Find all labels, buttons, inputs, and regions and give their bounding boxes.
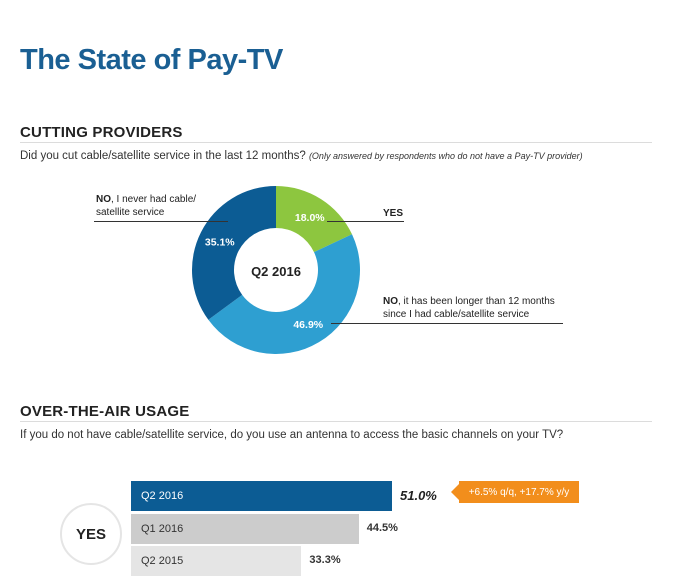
section-divider	[20, 421, 652, 422]
donut-slice-2	[192, 186, 276, 320]
callout-longer-text-1: , it has been longer than 12 months	[398, 296, 555, 307]
donut-slice-label-1: 46.9%	[293, 319, 323, 331]
donut-slice-label-0: 18.0%	[295, 212, 325, 224]
callout-longer-text-2: since I had cable/satellite service	[383, 309, 530, 320]
ota-bar: Q1 2016	[131, 514, 359, 544]
callout-yes: YES	[383, 207, 403, 220]
callout-never-line	[94, 221, 228, 222]
donut-slice-label-2: 35.1%	[205, 237, 235, 249]
ota-bar-label: Q1 2016	[141, 523, 184, 535]
callout-longer-bold: NO	[383, 296, 398, 307]
ota-bar-value: 44.5%	[366, 522, 398, 534]
ota-bar: Q2 2016	[131, 481, 392, 511]
yes-badge: YES	[60, 503, 122, 565]
section-title-ota: OVER-THE-AIR USAGE	[20, 403, 190, 420]
donut-center-label: Q2 2016	[251, 264, 301, 279]
section-divider	[20, 142, 652, 143]
callout-never-text-2: satellite service	[96, 207, 165, 218]
cutting-question: Did you cut cable/satellite service in t…	[20, 150, 583, 162]
donut-slice-1	[208, 234, 360, 354]
ota-question: If you do not have cable/satellite servi…	[20, 429, 564, 441]
ota-bar-value: 51.0%	[400, 488, 437, 503]
ota-bar-label: Q2 2016	[141, 490, 184, 502]
change-badge: +6.5% q/q, +17.7% y/y	[451, 481, 579, 503]
section-title-cutting: CUTTING PROVIDERS	[20, 124, 183, 141]
callout-longer: NO, it has been longer than 12 months si…	[383, 295, 555, 321]
callout-never: NO, I never had cable/ satellite service	[96, 193, 196, 219]
callout-never-bold: NO	[96, 194, 111, 205]
ota-bar: Q2 2015	[131, 546, 302, 576]
callout-yes-bold: YES	[383, 208, 404, 219]
callout-yes-line	[327, 221, 404, 222]
donut-slice-0	[276, 186, 353, 253]
ota-bar-label: Q2 2015	[141, 555, 184, 567]
page-title: The State of Pay-TV	[20, 44, 283, 76]
question-text: Did you cut cable/satellite service in t…	[20, 150, 306, 162]
question-note: (Only answered by respondents who do not…	[308, 151, 583, 161]
callout-never-text-1: , I never had cable/	[111, 194, 197, 205]
callout-longer-line	[331, 323, 563, 324]
ota-bar-value: 33.3%	[309, 554, 341, 566]
